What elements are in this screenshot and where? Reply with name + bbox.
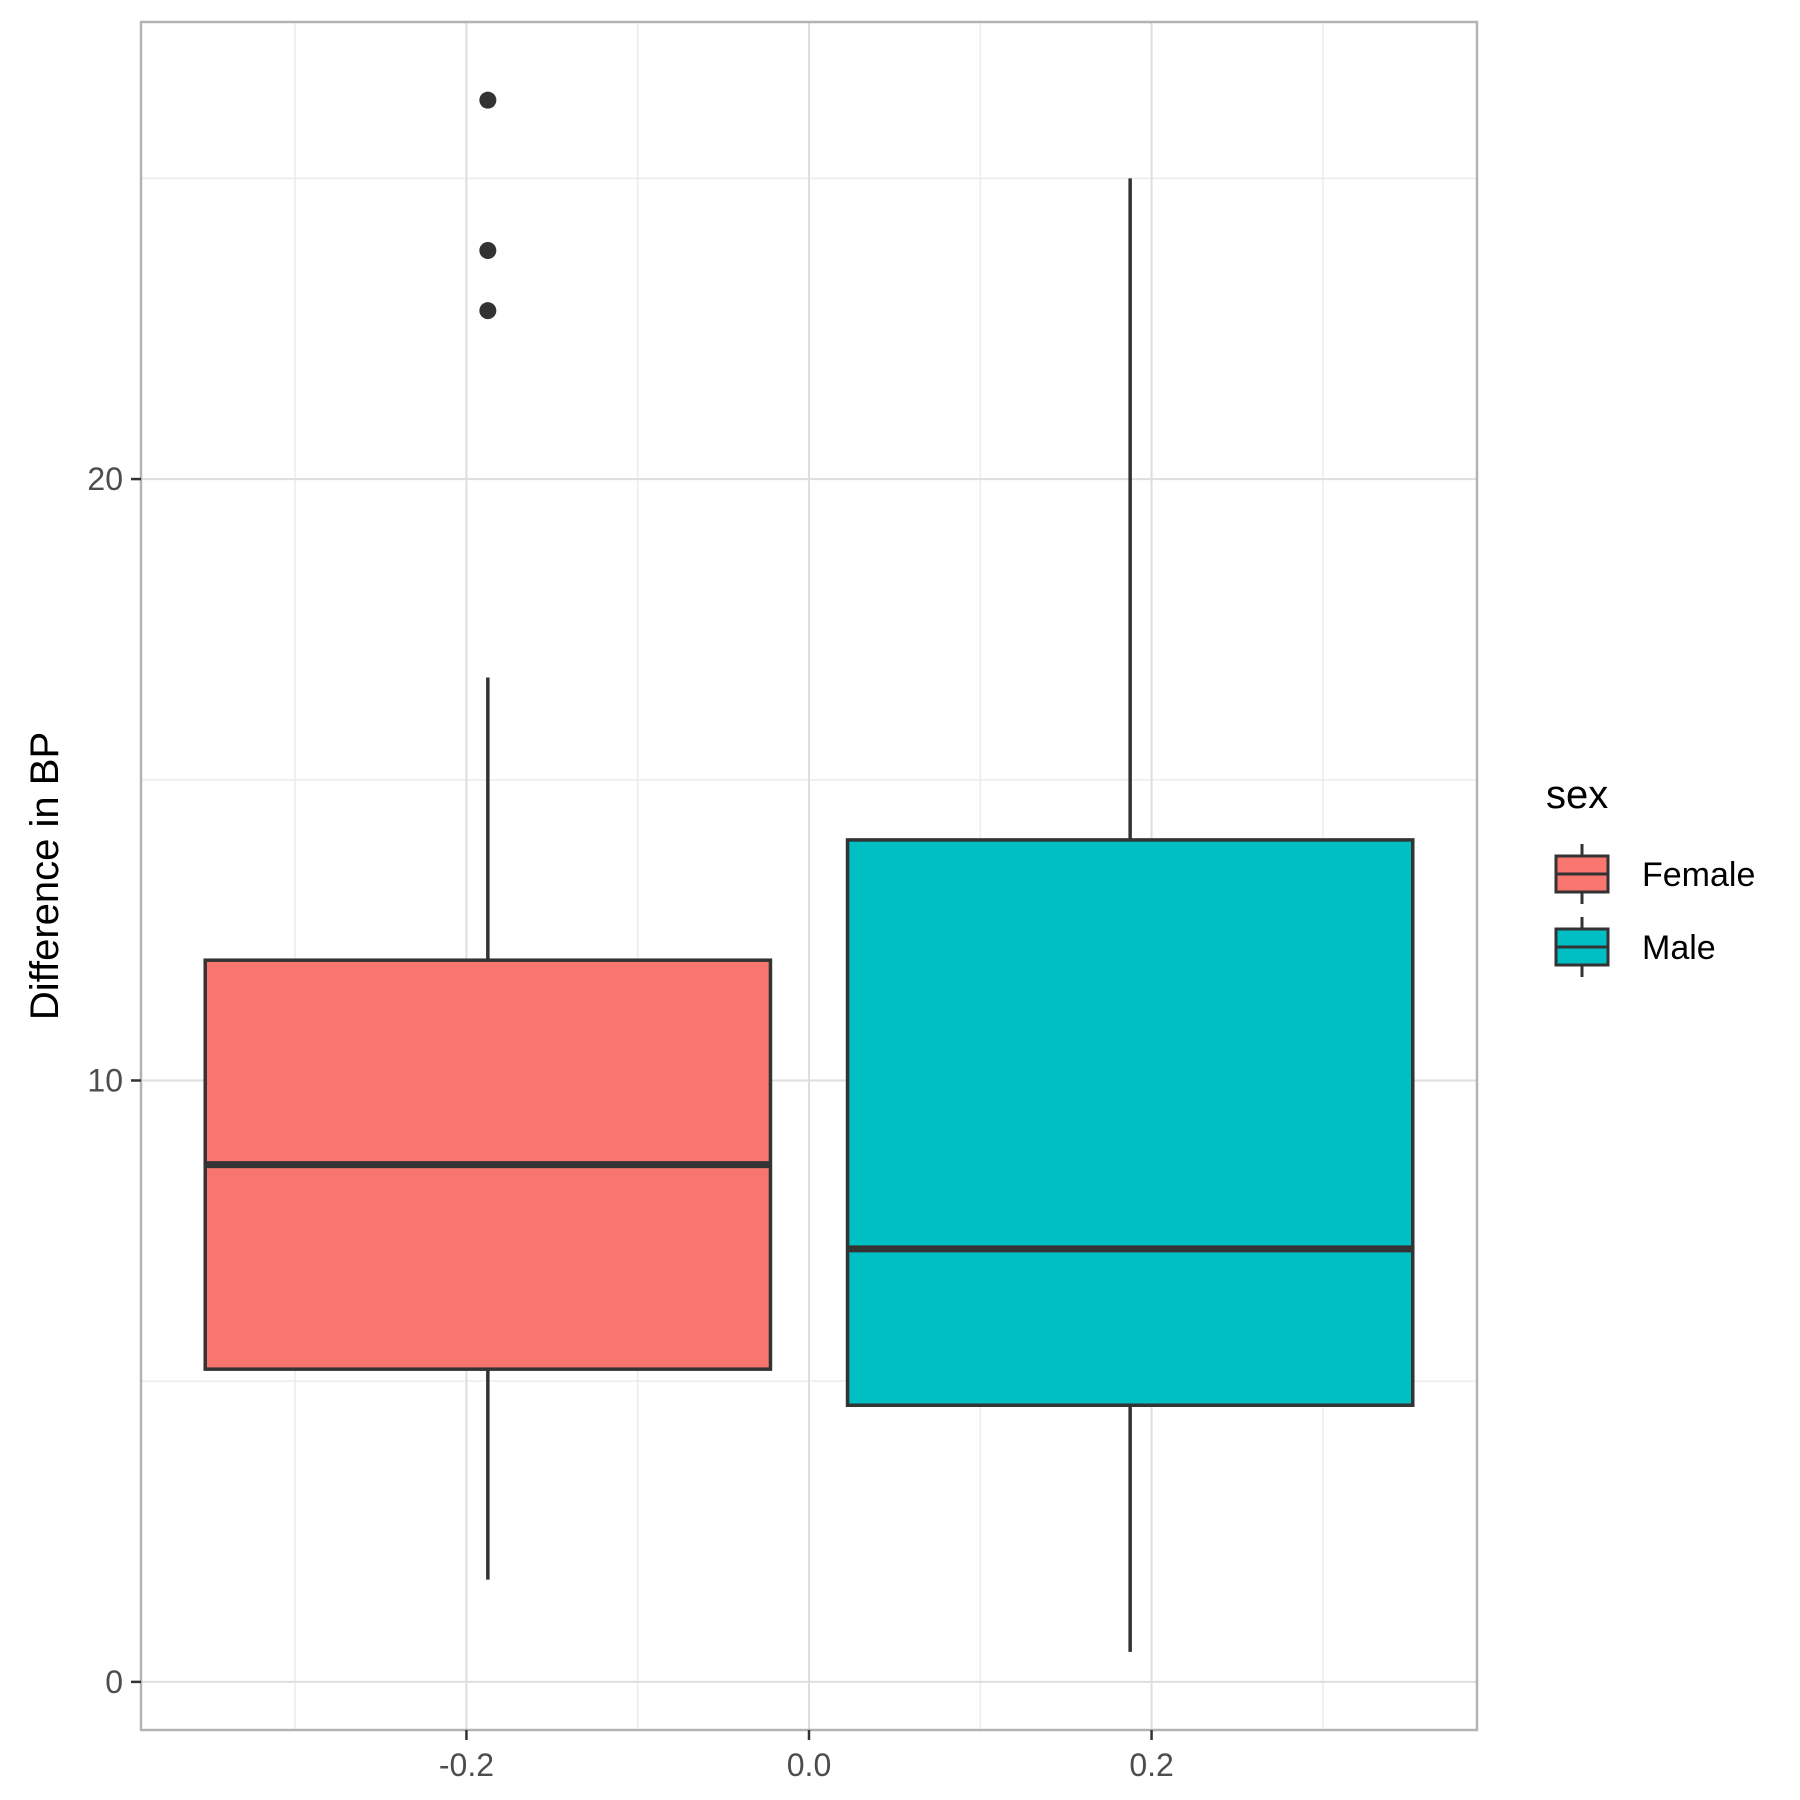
- y-tick-label: 10: [87, 1062, 123, 1098]
- boxes: [203, 91, 1415, 1652]
- y-tick-label: 0: [105, 1664, 123, 1700]
- legend-title: sex: [1546, 773, 1608, 817]
- y-axis-title: Difference in BP: [23, 732, 67, 1020]
- x-axis: -0.2 0.0 0.2: [439, 1730, 1174, 1783]
- y-axis: 0 10 20: [87, 461, 141, 1700]
- legend-item-female: Female: [1554, 844, 1755, 904]
- outlier-point: [479, 91, 497, 109]
- x-tick-label: -0.2: [439, 1747, 494, 1783]
- legend: sex Female Male: [1546, 773, 1755, 977]
- box-body: [845, 838, 1415, 1407]
- outlier-point: [479, 242, 497, 260]
- x-tick-label: 0.0: [787, 1747, 831, 1783]
- legend-label: Female: [1642, 856, 1755, 894]
- outlier-point: [479, 302, 497, 320]
- legend-item-male: Male: [1554, 917, 1716, 977]
- legend-label: Male: [1642, 929, 1716, 967]
- box-male: [845, 178, 1415, 1652]
- box-female: [203, 91, 773, 1580]
- x-tick-label: 0.2: [1129, 1747, 1173, 1783]
- y-tick-label: 20: [87, 461, 123, 497]
